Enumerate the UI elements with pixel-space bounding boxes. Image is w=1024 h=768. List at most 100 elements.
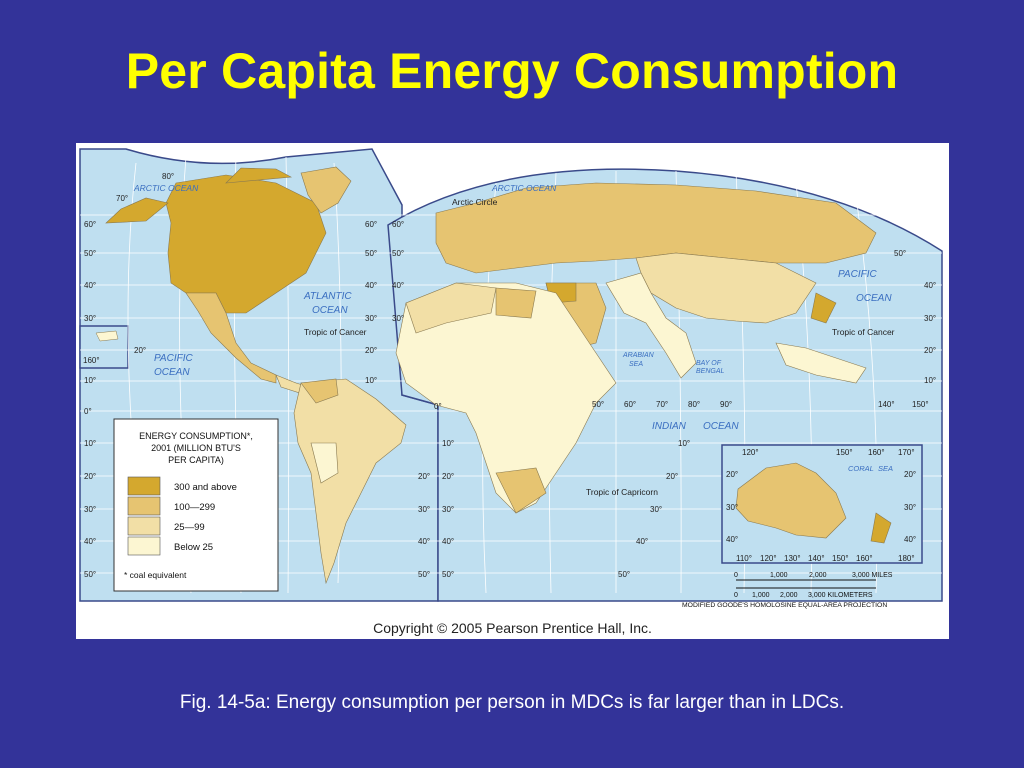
inset-lon-160: 160° [868,448,885,457]
lon-70: 70° [656,400,668,409]
lat-40-right: 40° [392,281,404,290]
ocean-label-indian-2: OCEAN [703,421,739,432]
lat-s40-mid: 40° [418,537,430,546]
legend-label: Below 25 [174,542,213,553]
lat-s10-right: 10° [678,439,690,448]
scale-bar: 0 1,000 2,000 3,000 MILES 0 1,000 2,000 … [682,572,893,609]
arctic-circle-label: Arctic Circle [452,197,498,207]
lat-s30-mid: 30° [418,505,430,514]
legend-swatch [127,516,161,536]
legend-title-3: PER CAPITA) [168,455,224,465]
lat-10-left: 10° [84,376,96,385]
lat-60-mid: 60° [365,220,377,229]
lon-160: 160° [83,356,100,365]
inset-bottom-130: 130° [784,554,801,563]
scale-km-0: 0 [734,592,738,599]
inset-lat-20-right: 20° [904,470,916,479]
inset-lat-40-left: 40° [726,535,738,544]
inset-lon-150: 150° [836,448,853,457]
ocean-label-arctic-left: ARCTIC OCEAN [133,183,199,193]
lat-70: 70° [116,194,128,203]
eurasia [435,182,877,384]
tropic-capricorn-label: Tropic of Capricorn [586,487,658,497]
lon-90: 90° [720,400,732,409]
lat-s30-mid2: 30° [442,505,454,514]
scale-km-2000: 2,000 [780,592,798,599]
world-map-svg: ARCTIC OCEAN ARCTIC OCEAN ARABIAN SEA BA… [79,148,943,609]
inset-lon-170: 170° [898,448,915,457]
lat-20-mid: 20° [365,346,377,355]
ocean-label-arabian-2: SEA [629,361,643,368]
scale-km-1000: 1,000 [752,592,770,599]
lon-50: 50° [592,400,604,409]
lat-30-right: 30° [392,314,404,323]
ocean-label-pacific-left-1: PACIFIC [154,353,193,364]
scale-miles-0: 0 [734,572,738,579]
ocean-label-bengal-2: BENGAL [696,368,725,375]
inset-bottom-120: 120° [760,554,777,563]
lat-30-mid: 30° [365,314,377,323]
legend-items: 300 and above 100—299 25—99 Below 25 [127,476,237,556]
legend-title-1: ENERGY CONSUMPTION*, [139,431,253,441]
scale-km-3000: 3,000 KILOMETERS [808,592,873,599]
legend-swatch [127,476,161,496]
tropic-cancer-left-label: Tropic of Cancer [304,327,367,337]
ocean-label-atlantic-2: OCEAN [312,305,348,316]
ocean-label-atlantic-1: ATLANTIC [303,291,352,302]
lat-60-right: 60° [392,220,404,229]
lat-s20-left: 20° [84,472,96,481]
lat-30-far: 30° [924,314,936,323]
lat-80: 80° [162,172,174,181]
inset-bottom-110: 110° [736,554,752,563]
inset-bottom-160: 160° [856,554,873,563]
lat-s40-mid2: 40° [442,537,454,546]
tropic-cancer-right-label: Tropic of Cancer [832,327,895,337]
figure-caption: Fig. 14-5a: Energy consumption per perso… [179,692,845,713]
lat-s30-left: 30° [84,505,96,514]
lat-40-far: 40° [924,281,936,290]
inset-lat-40-right: 40° [904,535,916,544]
hawaii-islands [95,330,119,342]
ocean-label-arabian-1: ARABIAN [622,352,655,359]
lat-50-mid: 50° [365,249,377,258]
inset-bottom-140: 140° [808,554,825,563]
scale-miles-2000: 2,000 [809,572,827,579]
lat-60-left: 60° [84,220,96,229]
lat-s20-right: 20° [666,472,678,481]
ocean-label-pacific-right-1: PACIFIC [838,269,877,280]
legend-label: 300 and above [174,482,237,493]
copyright-notice: Copyright © 2005 Pearson Prentice Hall, … [373,620,652,636]
ocean-label-indian-1: INDIAN [652,421,687,432]
slide-title: Per Capita Energy Consumption [125,43,899,99]
lon-60: 60° [624,400,636,409]
lat-0-left: 0° [84,407,92,416]
lat-s10-mid: 10° [442,439,454,448]
africa [395,282,617,514]
inset-bottom-150: 150° [832,554,849,563]
map-legend: ENERGY CONSUMPTION*, 2001 (MILLION BTU'S… [113,418,279,592]
ocean-label-arctic-right: ARCTIC OCEAN [491,183,557,193]
ocean-label-coral-2: SEA [878,464,893,473]
ocean-label-coral-1: CORAL [848,464,874,473]
legend-footnote: * coal equivalent [124,570,187,580]
scale-miles-1000: 1,000 [770,572,788,579]
lat-s40-left: 40° [84,537,96,546]
lat-10-mid: 10° [365,376,377,385]
greenland [300,166,352,214]
lat-50-left: 50° [84,249,96,258]
legend-swatch [127,496,161,516]
lat-40-left: 40° [84,281,96,290]
inset-lat-30-left: 30° [726,503,738,512]
lat-s20-mid2: 20° [442,472,454,481]
lat-20-far: 20° [924,346,936,355]
lat-s30-right: 30° [650,505,662,514]
lat-40-mid: 40° [365,281,377,290]
inset-lon-120: 120° [742,448,759,457]
legend-title-2: 2001 (MILLION BTU'S [151,443,241,453]
projection-label: MODIFIED GOODE'S HOMOLOSINE EQUAL-AREA P… [682,602,887,609]
lat-s50-right: 50° [618,570,630,579]
ocean-label-pacific-right-2: OCEAN [856,293,892,304]
legend-label: 100—299 [174,502,215,513]
energy-consumption-map: ARCTIC OCEAN ARCTIC OCEAN ARABIAN SEA BA… [76,143,949,639]
south-america [293,378,407,585]
